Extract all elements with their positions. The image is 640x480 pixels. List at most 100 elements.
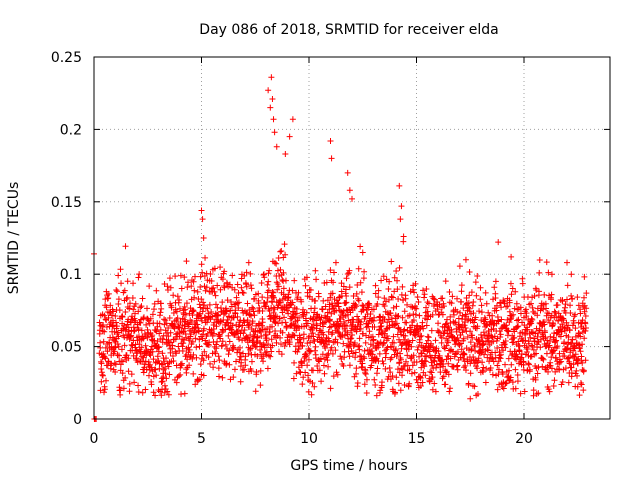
data-point (359, 360, 366, 367)
data-point (401, 382, 408, 389)
data-point (312, 297, 319, 304)
data-point (490, 358, 497, 365)
data-point (440, 373, 447, 380)
data-point (160, 374, 167, 381)
data-point (298, 298, 305, 305)
data-point (315, 331, 322, 338)
data-point (581, 335, 588, 342)
data-point (575, 302, 582, 309)
data-point (197, 361, 204, 368)
data-point (131, 379, 138, 386)
grid (94, 57, 610, 419)
data-point (560, 317, 567, 324)
data-point (249, 304, 256, 311)
data-point (303, 309, 310, 316)
data-point (412, 332, 419, 339)
data-point (456, 263, 463, 270)
data-point (215, 353, 222, 360)
data-point (167, 349, 174, 356)
data-point (581, 273, 588, 280)
data-point (362, 339, 369, 346)
data-point (336, 330, 343, 337)
data-point (202, 337, 209, 344)
data-point (227, 307, 234, 314)
data-point (122, 374, 129, 381)
data-point (259, 308, 266, 315)
data-point (235, 304, 242, 311)
data-point (356, 335, 363, 342)
data-point (385, 335, 392, 342)
data-point (462, 325, 469, 332)
x-axis: 0 5 10 15 20 (90, 57, 533, 447)
data-point (581, 294, 588, 301)
data-point (533, 286, 540, 293)
data-point (305, 388, 312, 395)
data-point (159, 335, 166, 342)
data-point (414, 346, 421, 353)
data-point (570, 361, 577, 368)
data-point (400, 327, 407, 334)
data-point (435, 320, 442, 327)
data-point (361, 355, 368, 362)
data-point (163, 375, 170, 382)
data-point (417, 383, 424, 389)
data-point (248, 368, 255, 375)
data-point (514, 323, 521, 330)
data-point (537, 344, 544, 351)
data-point (490, 296, 497, 303)
data-point (496, 352, 503, 359)
data-point (107, 302, 114, 309)
data-point (485, 309, 492, 316)
data-point (267, 104, 274, 111)
data-point (246, 346, 253, 353)
data-point (189, 355, 196, 362)
data-point (440, 361, 447, 368)
data-point (196, 312, 203, 319)
data-point (451, 319, 458, 326)
data-point (429, 311, 436, 318)
data-point (228, 298, 235, 305)
data-point (572, 311, 579, 318)
data-point (290, 375, 297, 382)
data-point (356, 346, 363, 353)
data-point (393, 374, 400, 381)
data-point (335, 303, 342, 310)
data-point (470, 310, 477, 317)
data-point (574, 372, 581, 379)
data-point (475, 357, 482, 364)
data-point (108, 312, 115, 319)
data-point (198, 317, 205, 324)
data-point (117, 387, 124, 394)
data-point (393, 267, 400, 274)
data-point (327, 294, 334, 301)
data-point (428, 369, 435, 376)
data-point (346, 187, 353, 194)
data-point (535, 364, 542, 371)
data-point (204, 330, 211, 337)
data-point (481, 351, 488, 358)
data-point (395, 296, 402, 303)
data-point (149, 332, 156, 339)
data-point (352, 301, 359, 308)
data-point (421, 291, 428, 298)
data-point (353, 290, 360, 297)
data-point (165, 324, 172, 331)
data-point (329, 329, 336, 336)
data-point (311, 383, 318, 390)
data-point (217, 318, 224, 325)
data-point (97, 358, 104, 365)
data-point (274, 267, 281, 274)
data-point (196, 376, 203, 383)
data-point (467, 310, 474, 317)
data-point (508, 253, 515, 260)
data-point (137, 304, 144, 311)
data-point (489, 355, 496, 362)
data-point (211, 288, 218, 295)
data-point (153, 372, 160, 379)
data-point (330, 269, 337, 276)
data-point (567, 309, 574, 316)
data-point (150, 389, 157, 396)
data-point (294, 348, 301, 355)
data-point (457, 354, 464, 361)
data-point (143, 366, 150, 373)
